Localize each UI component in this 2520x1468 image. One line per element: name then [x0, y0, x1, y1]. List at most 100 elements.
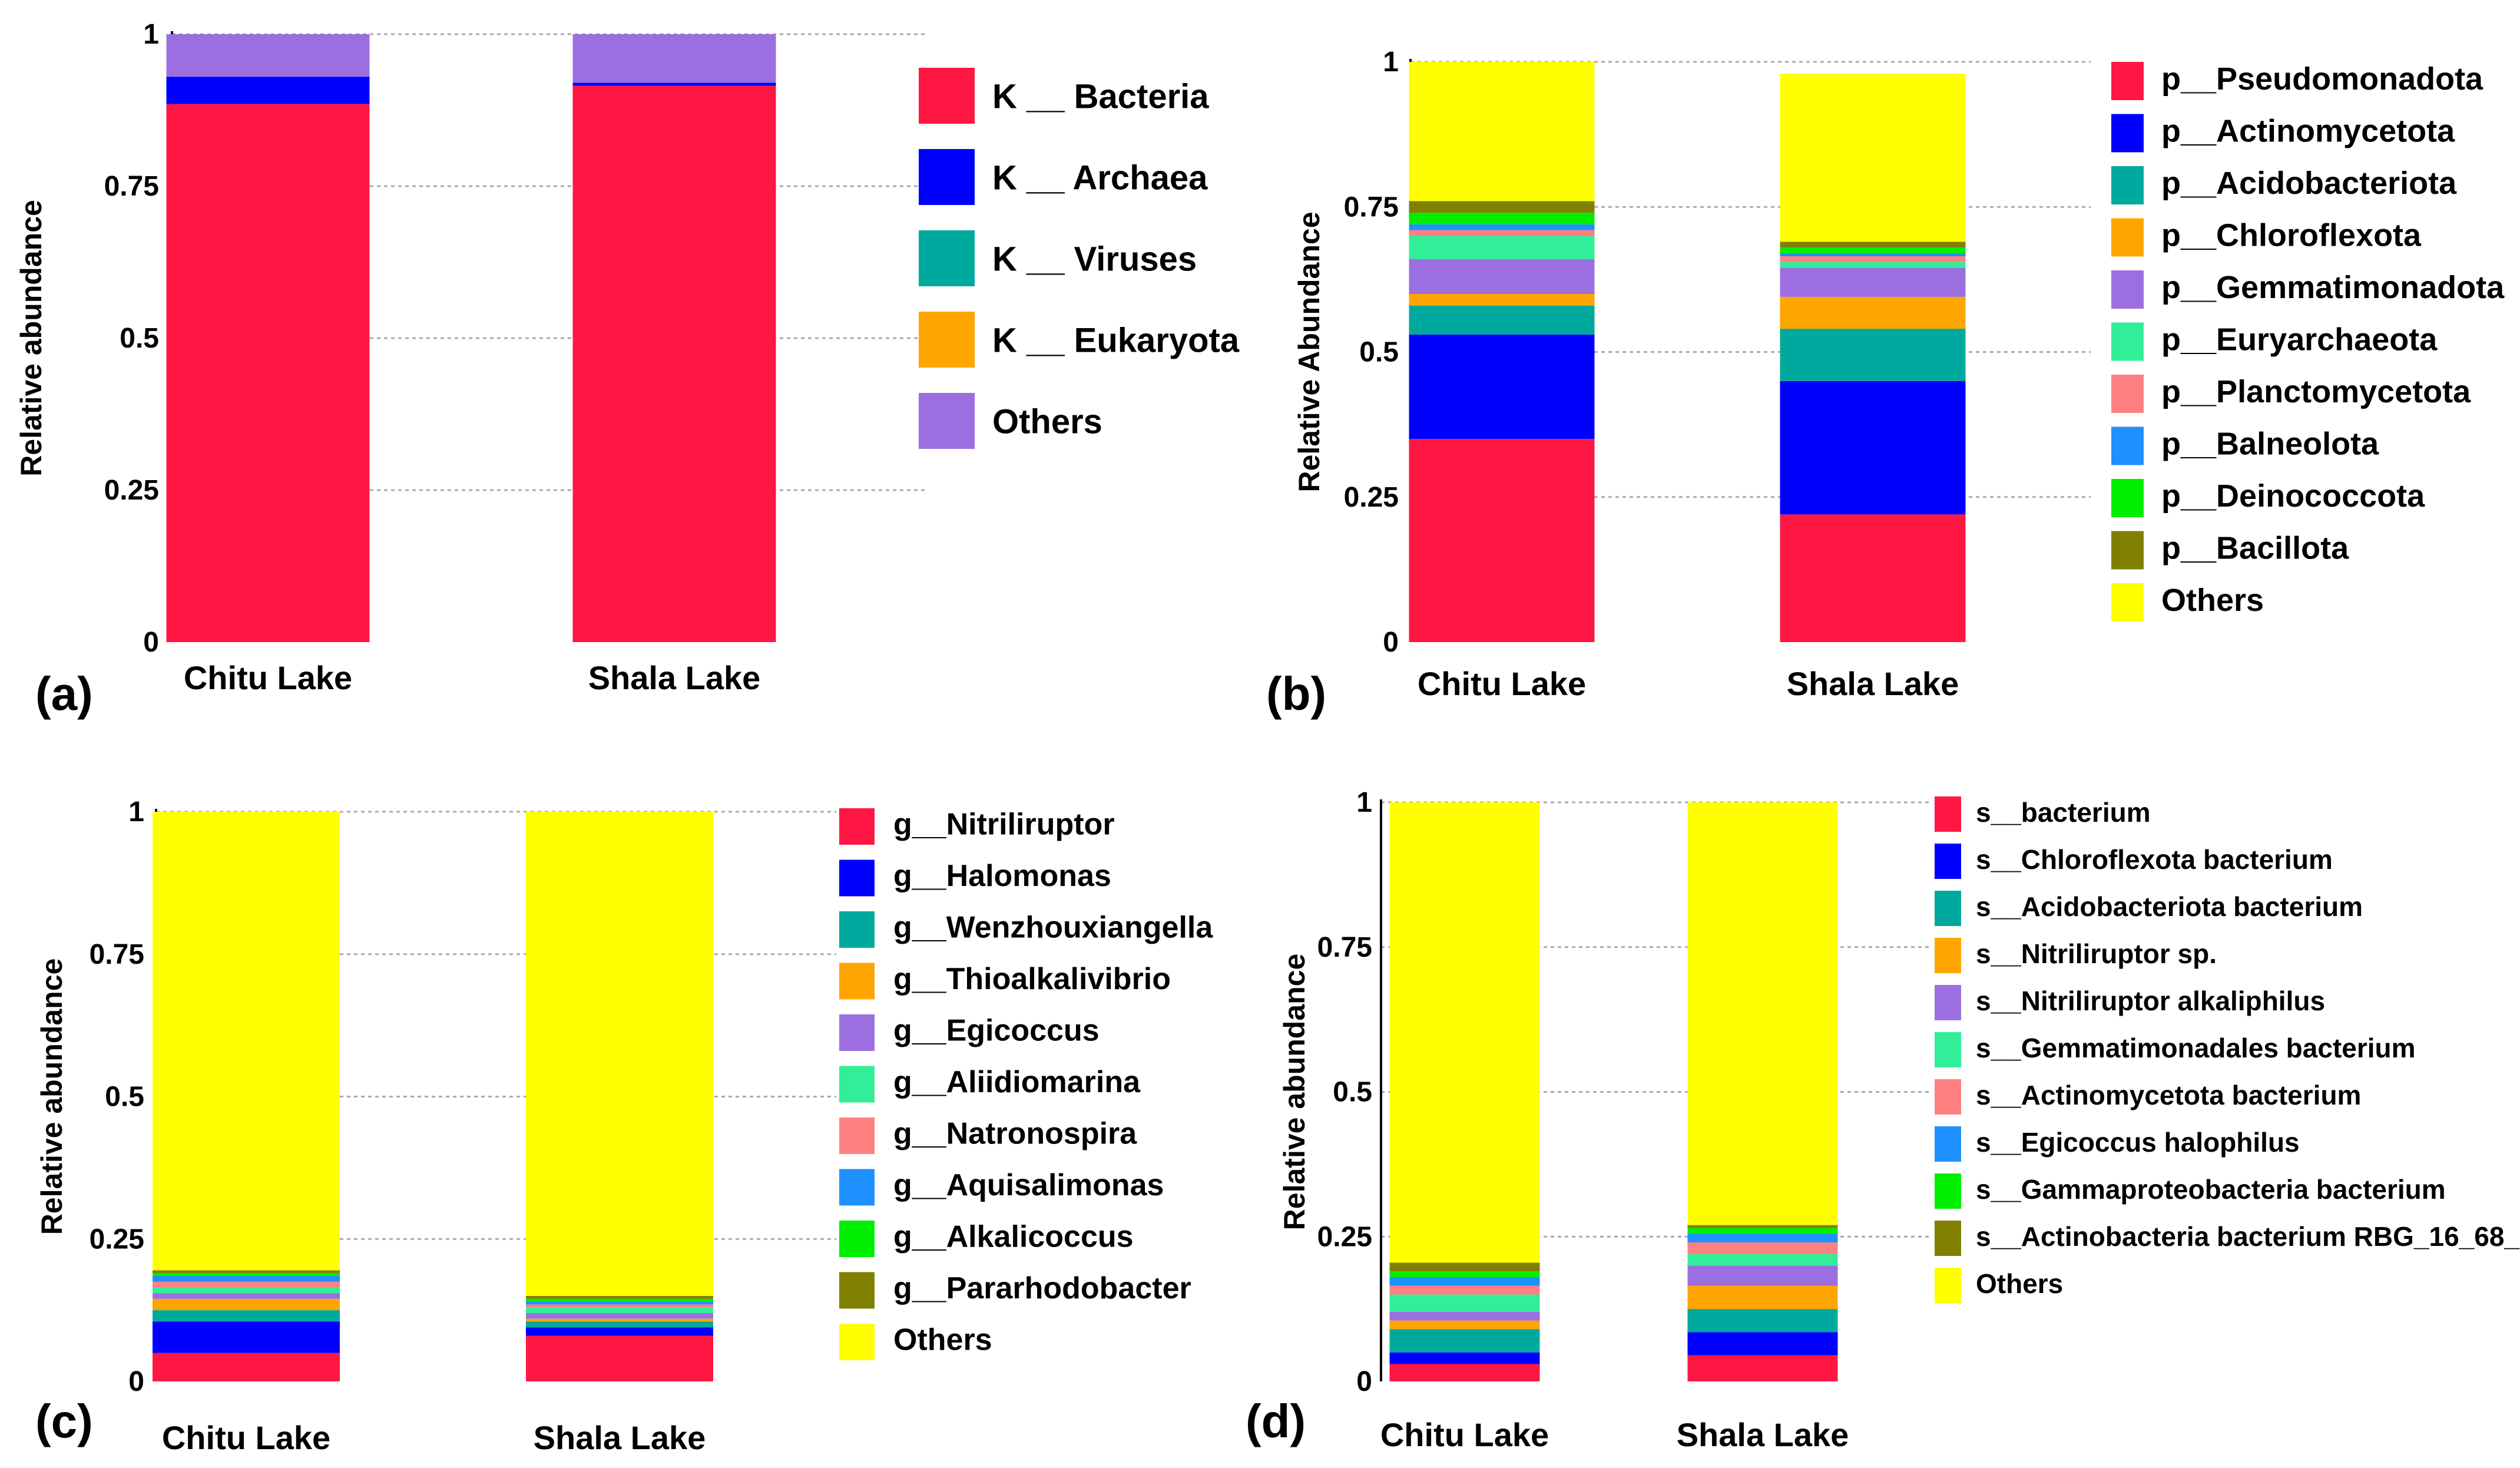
- bar-segment: [1389, 1294, 1540, 1312]
- legend-label: s__Nitriliruptor alkaliphilus: [1976, 986, 2325, 1016]
- bar-segment: [153, 1281, 340, 1288]
- legend-swatch: [2111, 322, 2144, 361]
- legend: s__bacterium s__Chloroflexota bacterium s_…: [1935, 796, 2520, 1303]
- panel-label: (a): [35, 667, 93, 720]
- legend-swatch: [2111, 531, 2144, 570]
- bar-segment: [153, 1276, 340, 1282]
- bar-segment: [153, 812, 340, 1271]
- legend-swatch: [839, 859, 875, 897]
- bar-segment: [1687, 1225, 1838, 1228]
- legend-label: g__Nitriliruptor: [893, 808, 1115, 842]
- bar-segment: [1780, 267, 1966, 297]
- bar-segment: [1389, 1271, 1540, 1278]
- legend-swatch: [919, 393, 975, 449]
- legend-swatch: [839, 1272, 875, 1309]
- bar-segment: [153, 1321, 340, 1353]
- legend-label: K __ Bacteria: [992, 77, 1209, 115]
- bar-segment: [1409, 224, 1595, 230]
- bar-segment: [1687, 1355, 1838, 1381]
- legend-swatch: [1935, 891, 1961, 926]
- y-tick-label: 0.25: [1344, 482, 1399, 513]
- legend-label: g__Halomonas: [893, 859, 1111, 893]
- legend-swatch: [1935, 938, 1961, 973]
- bar-segment: [1687, 1265, 1838, 1286]
- legend: K __ Bacteria K __ Archaea K __ Viruses K _…: [919, 68, 1240, 449]
- bar-segment: [153, 1270, 340, 1274]
- legend: p__Pseudomonadota p__Actinomycetota p__Aci…: [2111, 61, 2505, 621]
- legend-label: g__Aquisalimonas: [893, 1168, 1164, 1202]
- legend-swatch: [919, 68, 975, 124]
- legend-label: K __ Eukaryota: [992, 321, 1240, 359]
- bar-segment: [1409, 230, 1595, 236]
- x-category-label: Chitu Lake: [1380, 1416, 1549, 1453]
- legend-swatch: [839, 1117, 875, 1154]
- legend-label: p__Pseudomonadota: [2161, 61, 2483, 97]
- y-tick-label: 0.5: [1359, 337, 1399, 368]
- bar-segment: [1780, 253, 1966, 256]
- y-axis-title: Relative abundance: [15, 200, 48, 477]
- legend-swatch: [839, 963, 875, 1000]
- x-category-label: Shala Lake: [534, 1419, 706, 1456]
- bar-segment: [1389, 1352, 1540, 1364]
- bar-segment: [1409, 305, 1595, 335]
- legend-label: p__Balneolota: [2161, 426, 2379, 461]
- legend-label: s__Actinobacteria bacterium RBG_16_68_21: [1976, 1221, 2520, 1252]
- y-tick-label: 0.25: [90, 1224, 144, 1255]
- y-tick-label: 1: [128, 796, 144, 828]
- bar-segment: [1780, 247, 1966, 254]
- legend-label: K __ Viruses: [992, 240, 1197, 278]
- panel-label: (c): [35, 1395, 93, 1447]
- x-category-label: Chitu Lake: [1418, 665, 1586, 702]
- bar-segment: [1389, 1320, 1540, 1330]
- bar-segment: [526, 1312, 713, 1319]
- bar-segment: [1409, 294, 1595, 306]
- bar-segment: [153, 1293, 340, 1299]
- bar-segment: [166, 34, 370, 77]
- bar-segment: [1409, 334, 1595, 439]
- bar-segment: [1687, 1309, 1838, 1333]
- bar-segment: [153, 1287, 340, 1294]
- legend-swatch: [2111, 426, 2144, 465]
- legend-swatch: [2111, 479, 2144, 517]
- bar-segment: [1389, 1262, 1540, 1272]
- legend-label: g__Aliidiomarina: [893, 1065, 1141, 1099]
- bar-segment: [1389, 1329, 1540, 1353]
- bar-segment: [572, 82, 776, 86]
- bar-segment: [526, 1327, 713, 1336]
- legend-swatch: [1935, 1079, 1961, 1115]
- bar-segment: [153, 1273, 340, 1277]
- x-category-label: Chitu Lake: [162, 1419, 330, 1456]
- legend-swatch: [1935, 1173, 1961, 1209]
- y-tick-label: 0.5: [1333, 1077, 1372, 1108]
- bar-segment: [153, 1298, 340, 1311]
- legend-swatch: [839, 1169, 875, 1206]
- y-tick-label: 1: [143, 19, 159, 50]
- legend-swatch: [839, 1221, 875, 1257]
- chart-panel-4: 0 0.25 0.5 0.75 1 Relative abundance Chitu Lak…: [1246, 787, 2520, 1453]
- legend-swatch: [1935, 796, 1961, 832]
- bar-segment: [526, 1304, 713, 1308]
- bar-segment: [1780, 381, 1966, 515]
- legend-swatch: [2111, 114, 2144, 153]
- y-tick-label: 1: [1356, 787, 1372, 818]
- legend-swatch: [839, 808, 875, 845]
- x-category-label: Chitu Lake: [184, 659, 352, 696]
- legend-label: g__Natronospira: [893, 1117, 1137, 1151]
- y-axis-title: Relative abundance: [1278, 954, 1311, 1231]
- legend-label: g__Wenzhouxiangella: [893, 911, 1213, 945]
- legend-swatch: [1935, 1221, 1961, 1256]
- x-category-label: Shala Lake: [1677, 1416, 1849, 1453]
- chart-panel-2: 0 0.25 0.5 0.75 1 Relative Abundance Chitu Lak…: [1266, 47, 2505, 720]
- y-tick-label: 0.25: [1317, 1221, 1372, 1252]
- legend-label: p__Deinococcota: [2161, 478, 2425, 514]
- legend-swatch: [1935, 844, 1961, 879]
- bar-segment: [153, 1353, 340, 1381]
- legend-label: g__Pararhodobacter: [893, 1271, 1191, 1305]
- bar-segment: [1389, 1312, 1540, 1321]
- legend-swatch: [839, 1324, 875, 1360]
- legend-label: g__Egicoccus: [893, 1014, 1100, 1048]
- bar-segment: [1687, 802, 1838, 1225]
- y-tick-label: 0.75: [104, 171, 159, 202]
- legend-swatch: [919, 230, 975, 286]
- legend-label: s__Gemmatimonadales bacterium: [1976, 1033, 2416, 1063]
